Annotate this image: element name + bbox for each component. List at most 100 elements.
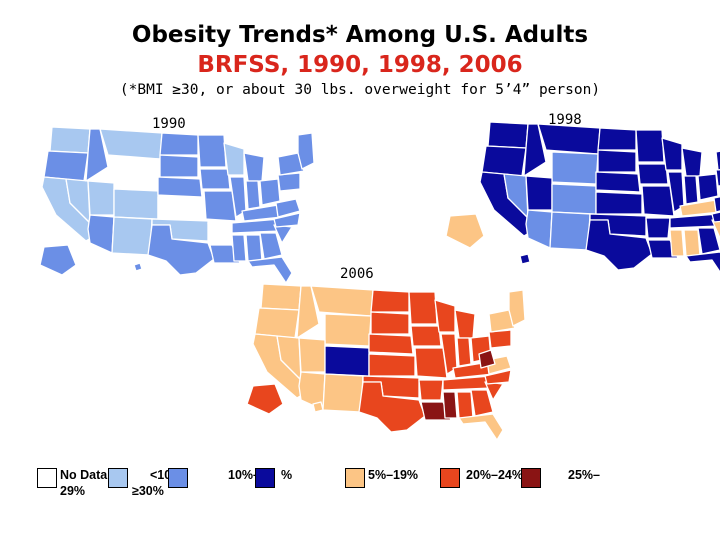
legend-label-10-14a: 10%–	[228, 468, 260, 482]
state-ks	[595, 191, 643, 215]
state-mi	[454, 309, 476, 339]
state-in	[245, 180, 261, 210]
state-id	[523, 123, 547, 177]
legend: No Data 29% <10 ≥30% 10%– % 5%–19% 20%–2…	[0, 462, 720, 532]
state-al	[683, 229, 701, 257]
state-ia	[410, 325, 442, 347]
state-va	[275, 198, 301, 218]
legend-swatch-no-data	[37, 468, 57, 488]
state-tx	[147, 224, 215, 276]
state-ny	[488, 309, 516, 333]
bmi-note: (*BMI ≥30, or about 30 lbs. overweight f…	[119, 82, 601, 98]
state-wa	[260, 283, 302, 311]
state-ks	[157, 196, 205, 220]
state-new-england	[508, 289, 526, 327]
state-pa	[277, 172, 301, 192]
state-tn	[231, 218, 281, 234]
legend-label-15-19: 5%–19%	[368, 468, 419, 482]
state-tn	[669, 213, 719, 229]
state-oh	[259, 178, 281, 206]
state-ak	[445, 213, 485, 249]
state-nm	[322, 373, 364, 413]
state-ar	[207, 222, 233, 244]
map-1990-states	[39, 126, 315, 284]
state-co	[551, 183, 597, 215]
state-ne	[157, 176, 203, 198]
state-nc	[711, 211, 720, 223]
state-ar	[645, 217, 671, 239]
state-mi	[243, 152, 265, 182]
state-hi	[312, 401, 324, 413]
state-ak	[39, 244, 77, 276]
state-wv	[478, 349, 496, 369]
state-tx	[358, 381, 426, 433]
state-ny	[277, 152, 305, 176]
state-wy	[551, 151, 599, 185]
state-ny	[715, 150, 720, 171]
state-ia	[637, 163, 669, 185]
state-or	[43, 150, 89, 182]
state-mo	[414, 347, 448, 379]
state-ut	[87, 180, 115, 216]
us-map-1998	[445, 121, 720, 274]
state-nc	[273, 212, 301, 228]
state-az	[298, 371, 326, 411]
state-ut	[298, 337, 326, 373]
state-id	[296, 285, 320, 339]
legend-label-20-24: 20%–24%	[466, 468, 523, 482]
legend-swatch-20-24	[345, 468, 365, 488]
legend-label-no-data: No Data	[60, 468, 108, 482]
legend-swatch-15-19	[255, 468, 275, 488]
state-ga	[697, 227, 720, 255]
state-wa	[49, 126, 91, 154]
state-al	[456, 391, 474, 419]
legend-swatch-lt10	[108, 468, 128, 488]
state-ky	[679, 199, 720, 217]
state-sc	[711, 219, 720, 239]
state-mo	[203, 190, 237, 222]
state-nc	[484, 369, 512, 385]
state-or	[481, 145, 527, 177]
state-ms	[442, 391, 458, 419]
state-mn	[408, 291, 438, 325]
state-in	[456, 337, 472, 367]
state-ks	[368, 353, 416, 377]
state-ga	[259, 232, 283, 260]
state-nd	[597, 127, 637, 151]
state-new-england	[297, 132, 315, 170]
state-co	[324, 345, 370, 377]
map-year-1990: 1990	[152, 116, 186, 132]
state-mi	[681, 147, 703, 177]
state-sd	[159, 154, 199, 178]
chart-title: Obesity Trends* Among U.S. Adults	[131, 22, 589, 48]
state-mt	[99, 128, 163, 160]
state-fl	[458, 413, 504, 441]
state-wi	[223, 142, 245, 176]
state-tn	[442, 375, 492, 391]
state-wa	[487, 121, 529, 149]
state-nd	[159, 132, 199, 156]
state-ms	[231, 234, 247, 262]
state-id	[85, 128, 109, 182]
state-oh	[697, 173, 719, 201]
state-nd	[370, 289, 410, 313]
state-fl	[685, 251, 720, 274]
state-ga	[470, 389, 494, 417]
state-ms	[669, 229, 685, 257]
state-pa	[488, 329, 512, 349]
state-co	[113, 188, 159, 220]
state-hi	[133, 262, 143, 272]
state-az	[87, 214, 115, 254]
state-sd	[370, 311, 410, 335]
state-ar	[418, 379, 444, 401]
us-map-2006	[246, 283, 526, 441]
state-in	[683, 175, 699, 205]
state-sd	[597, 149, 637, 173]
state-nm	[549, 211, 591, 251]
state-mn	[635, 129, 665, 163]
state-pa	[715, 168, 720, 187]
state-ia	[199, 168, 231, 190]
state-mo	[641, 185, 675, 217]
state-ak	[246, 383, 284, 415]
state-va	[713, 196, 720, 213]
